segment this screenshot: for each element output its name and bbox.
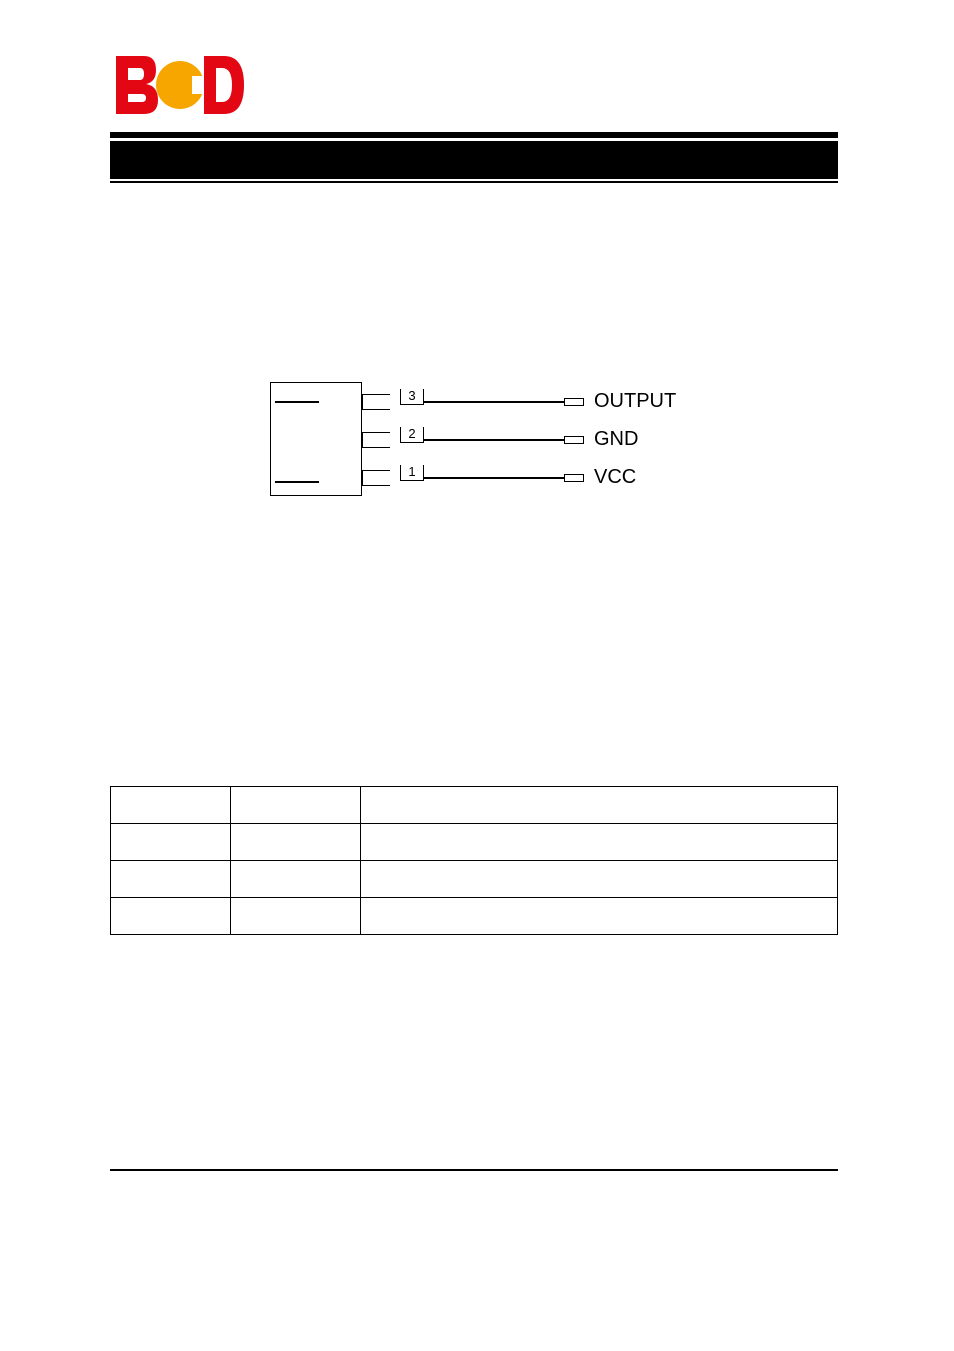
pin-number: 1 [400,465,424,481]
pin-trace [424,439,564,441]
table [110,786,838,935]
pin-terminal [564,398,584,406]
table-cell [231,898,361,935]
table-cell [111,861,231,898]
header-black-bar [110,141,838,179]
table-cell [361,787,838,824]
pin-label-vcc: VCC [594,466,636,489]
pin-number: 3 [400,389,424,405]
pin-notch [362,394,390,410]
pinout-diagram: 3 OUTPUT 2 GND 1 VCC [270,376,730,506]
pin-trace [424,401,564,403]
table-cell [361,824,838,861]
pin-notch [362,470,390,486]
chip-body [270,382,362,496]
header-thin-rule [110,181,838,183]
pin-terminal [564,436,584,444]
table-row [111,787,838,824]
footer-rule [110,1169,838,1171]
pin-label-output: OUTPUT [594,390,676,413]
table-cell [361,861,838,898]
pin-terminal [564,474,584,482]
pin-notch [362,432,390,448]
bcd-logo [116,56,244,119]
header-thick-rule [110,132,838,138]
table-cell [111,787,231,824]
pin-description-table [110,786,838,935]
pin-number: 2 [400,427,424,443]
table-cell [111,898,231,935]
table-row [111,824,838,861]
table-cell [111,824,231,861]
chip-internal-line [275,481,319,483]
table-cell [231,824,361,861]
chip-internal-line [275,401,319,403]
table-row [111,861,838,898]
table-cell [231,787,361,824]
table-row [111,898,838,935]
table-cell [231,861,361,898]
table-cell [361,898,838,935]
pin-trace [424,477,564,479]
pin-label-gnd: GND [594,428,638,451]
